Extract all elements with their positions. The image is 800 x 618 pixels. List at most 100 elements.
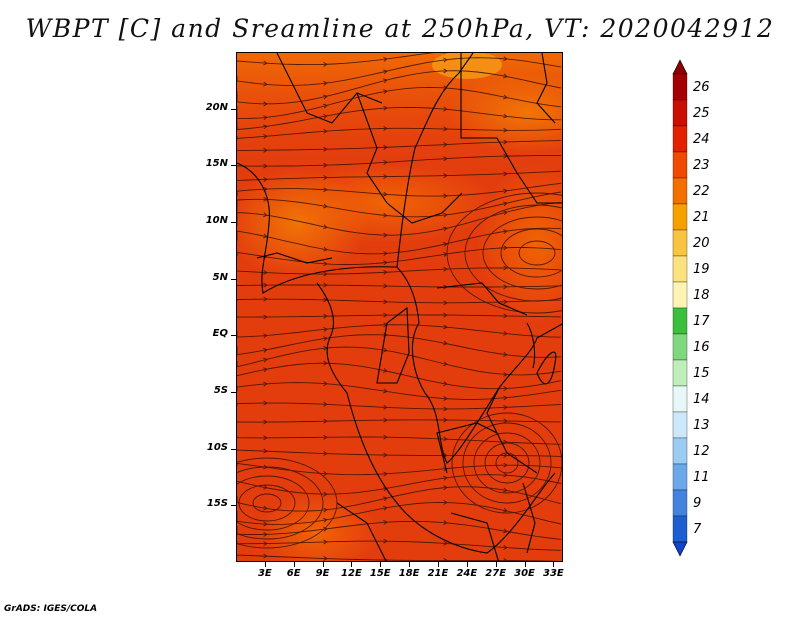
streamline-arrow [503,544,508,550]
streamline-arrow [383,368,388,373]
lat-label-5n: 5N [212,271,228,283]
streamline-arrow [323,175,328,180]
streamline-arrow [503,56,508,62]
lon-label-18e: 18E [398,568,420,579]
streamline [237,127,562,139]
streamline [237,324,562,338]
streamline [237,314,562,318]
streamline-arrow [503,507,508,513]
streamline [237,298,562,304]
streamline-arrow [443,381,448,387]
colorbar-swatch [672,489,688,517]
streamline-arrow [383,496,388,502]
streamline-arrow [263,81,268,87]
streamline-arrow [263,124,268,130]
streamline-arrow [443,156,448,162]
streamline-arrow [443,417,448,423]
streamline-arrow [323,224,328,230]
streamline-arrow [503,558,508,561]
lon-label-12e: 12E [341,568,362,579]
streamline-arrow [383,251,388,257]
colorbar-swatch [672,73,688,101]
lon-tick [553,562,555,567]
streamline-arrow [323,418,328,424]
colorbar-swatch [672,151,688,179]
streamline-arrow [383,174,388,180]
streamline-arrow [383,159,388,165]
streamline-arrow [263,333,268,339]
streamline-arrow [263,282,268,288]
streamline-arrow [443,475,448,481]
colorbar-swatch [672,203,688,231]
streamline-arrow [323,507,328,513]
streamline-arrow [263,134,268,139]
streamline-arrow [443,557,448,561]
streamline-arrow [443,68,448,74]
lat-tick [231,392,236,393]
lon-tick [322,562,324,567]
colorbar-swatch [672,281,688,309]
streamline-arrow [503,313,508,319]
streamline-arrow [383,78,388,84]
streamline-arrow [323,113,328,119]
lat-tick [231,108,236,110]
colorbar-swatch [672,411,688,439]
streamline-arrow [263,270,268,275]
streamline-arrow [263,532,268,537]
streamline-arrow [443,57,448,63]
streamline-arrow [383,505,388,511]
streamline [237,227,562,255]
streamline-arrow [503,265,508,271]
streamline [237,540,562,551]
colorbar-label: 15 [693,366,710,381]
streamline-arrow [443,266,448,272]
colorbar-swatch [672,359,688,387]
grads-credit: GrADS: IGES/COLA [4,604,98,614]
streamline-arrow [383,69,388,75]
streamline [237,86,562,120]
streamline-arrow [323,336,328,342]
colorbar-label: 21 [693,210,710,225]
lon-label-6e: 6E [286,568,301,579]
gyre-streamline [500,228,562,278]
streamline-arrow [443,436,448,442]
colorbar-swatch [672,255,688,283]
map-panel [236,52,563,562]
lon-tick [495,562,497,567]
streamline-arrow [503,528,508,534]
streamline-arrow [383,126,388,131]
streamline-arrow [443,406,448,412]
streamline-arrow [323,401,328,407]
map-title: WBPT [C] and Sreamline at 250hPa, VT: 20… [25,14,775,43]
streamline-arrow [383,538,388,544]
streamline-arrow [323,261,328,267]
streamline-arrow [503,171,508,177]
streamline-arrow [443,312,448,318]
colorbar-swatch [672,385,688,413]
streamline-arrow [443,324,448,330]
streamline [237,267,562,275]
colorbar-label: 13 [693,418,710,433]
streamline-arrow [503,395,508,401]
colorbar-swatch [672,437,688,465]
lon-label-27e: 27E [485,568,507,579]
streamline-arrow [443,540,448,546]
gyre-streamline [464,204,562,302]
lat-label-10s: 10S [206,441,228,453]
streamline-arrow [443,520,448,526]
streamline-arrow [443,212,448,218]
streamline [237,501,562,525]
lat-label-20n: 20N [205,101,228,113]
streamline [237,334,562,358]
streamline [237,554,562,561]
streamline [237,419,562,423]
streamline-arrow [503,284,508,290]
lon-label-21e: 21E [427,568,449,579]
colorbar-label: 7 [693,522,702,537]
gyre-streamline [518,240,556,266]
streamline [237,70,562,105]
colorbar-label: 17 [693,314,710,329]
lat-label-5s: 5S [213,385,228,396]
streamline-arrow [323,313,328,319]
streamline-arrow [323,517,328,523]
